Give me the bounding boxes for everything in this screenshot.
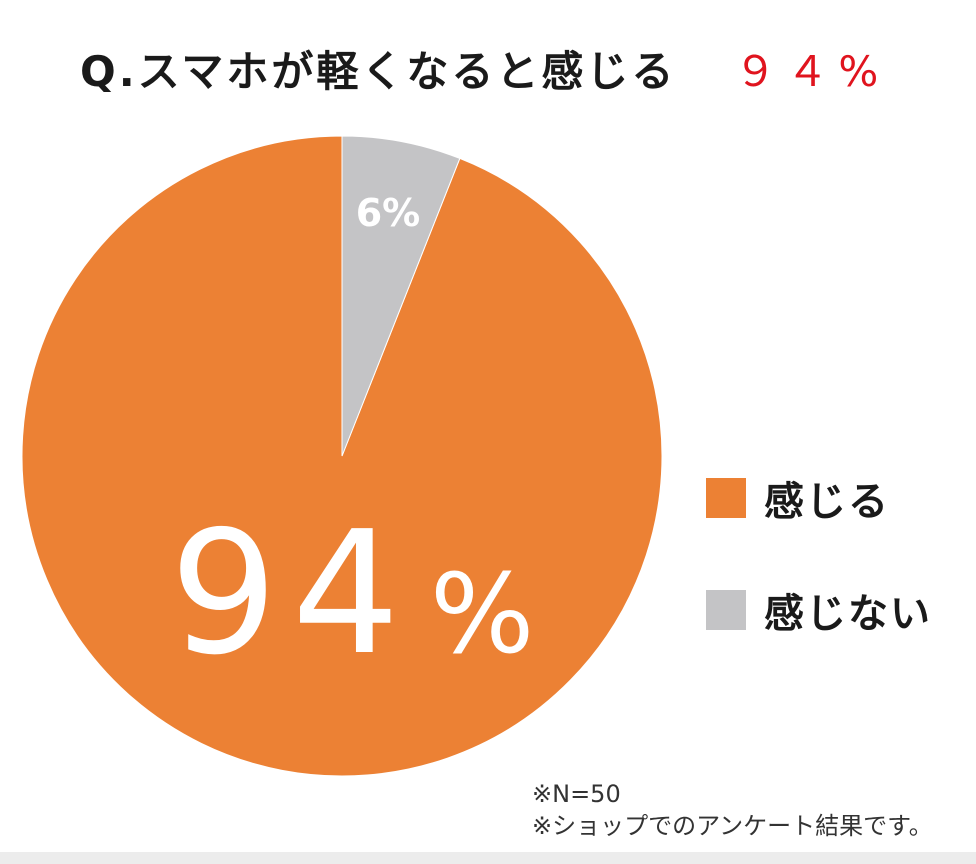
legend-swatch-agree: [706, 478, 746, 518]
legend-label-disagree: 感じない: [764, 591, 932, 637]
chart-title: Q.スマホが軽くなると感じる: [80, 46, 677, 96]
bottom-divider: [0, 852, 976, 864]
legend-item-agree: 感じる: [706, 464, 932, 532]
legend: 感じる 感じない: [706, 464, 932, 688]
pie-label-agree: 94%: [170, 495, 535, 693]
legend-item-disagree: 感じない: [706, 576, 932, 644]
chart-title-row: Q.スマホが軽くなると感じる ９４%: [80, 38, 888, 98]
chart-title-value: ９４%: [734, 46, 889, 96]
footnote-source: ※ショップでのアンケート結果です。: [532, 812, 933, 840]
footnote: ※N=50 ※ショップでのアンケート結果です。: [532, 778, 933, 842]
pie-slice-disagree: [341, 135, 461, 457]
footnote-sample-size: ※N=50: [532, 780, 621, 808]
pie-label-disagree: 6%: [356, 191, 421, 235]
legend-label-agree: 感じる: [764, 479, 890, 525]
legend-swatch-disagree: [706, 590, 746, 630]
